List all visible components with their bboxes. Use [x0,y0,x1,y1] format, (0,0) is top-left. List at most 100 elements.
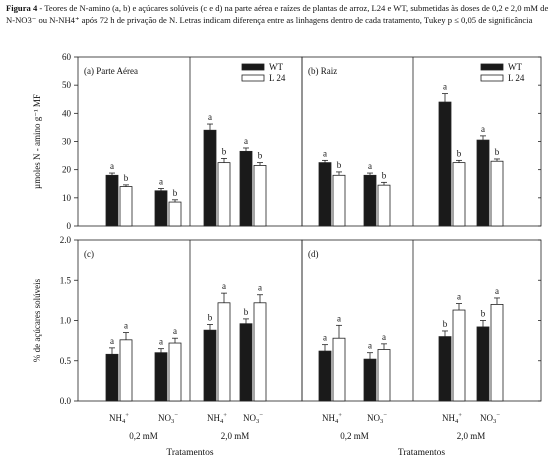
bar-c-wt-2 [203,329,217,402]
significance-letter: a [481,124,485,134]
y-tick-label: 40 [62,108,72,118]
bar-a-wt-1 [154,190,168,227]
bar-b-wt-3 [476,139,490,227]
bar-b-l24-2 [452,162,466,227]
significance-letter: a [173,326,177,336]
legend-swatch-wt [480,63,504,71]
y-tick-label: 2.0 [60,235,72,245]
x-axis-title: Tratamentos [398,448,445,458]
significance-letter: a [323,148,327,158]
panel-title-b: (b) Raiz [308,66,337,76]
significance-letter: a [337,313,341,323]
significance-letter: a [222,281,226,291]
legend-swatch-wt [241,63,265,71]
legend-swatch-l24 [480,74,504,82]
bar-d-l24-3 [490,303,504,402]
significance-letter: a [258,283,262,293]
significance-letter: a [110,336,114,346]
significance-letter: b [337,160,342,170]
panel-title-d: (d) [308,249,319,259]
x-tick-label: NH4+ [442,412,462,425]
figure-caption: Figura 4 - Teores de N-amino (a, b) e aç… [6,3,554,26]
legend-label-wt: WT [508,62,522,72]
significance-letter: b [457,148,462,158]
x-tick-label: NH4+ [322,412,342,425]
y-axis-label: µmoles N - amino g⁻¹ MF [32,94,42,189]
significance-letter: a [323,333,327,343]
legend-label-wt: WT [269,62,283,72]
dose-label: 0,2 mM [340,431,369,441]
significance-letter: b [124,173,129,183]
significance-letter: b [382,170,387,180]
significance-letter: a [495,286,499,296]
bar-b-l24-3 [490,160,504,227]
bar-d-wt-2 [438,336,452,402]
y-tick-label: 50 [62,80,72,90]
bar-c-l24-1 [168,342,182,402]
bar-a-wt-3 [239,150,253,227]
dose-label: 2,0 mM [221,431,250,441]
bar-c-wt-3 [239,323,253,402]
significance-letter: a [382,332,386,342]
bar-b-wt-1 [363,174,377,227]
dose-label: 0,2 mM [129,431,158,441]
y-tick-label: 1.5 [60,275,72,285]
bar-b-wt-2 [438,101,452,227]
x-tick-label: NO3− [480,412,500,425]
x-tick-label: NO3− [243,412,263,425]
x-tick-label: NH4+ [207,412,227,425]
bar-c-l24-2 [217,302,231,402]
dose-label: 2,0 mM [457,431,486,441]
bar-b-wt-0 [318,162,332,227]
bar-b-l24-0 [332,174,346,227]
bar-d-l24-0 [332,337,346,402]
bar-a-l24-2 [217,162,231,227]
bar-a-wt-2 [203,129,217,227]
bar-c-wt-1 [154,352,168,402]
significance-letter: b [258,151,263,161]
bar-a-l24-3 [253,165,267,227]
y-tick-label: 0 [67,221,72,231]
bar-d-l24-2 [452,309,466,402]
significance-letter: b [481,309,486,319]
significance-letter: b [173,188,178,198]
figure-caption-text: - Teores de N-amino (a, b) e açúcares so… [6,3,549,25]
significance-letter: a [368,341,372,351]
legend-label-l24: L 24 [508,73,525,83]
figure-label: Figura 4 [6,3,38,13]
significance-letter: a [124,321,128,331]
y-tick-label: 0.5 [60,356,72,366]
y-axis-label: % de açúcares solúveis [32,278,42,362]
y-tick-label: 30 [62,137,72,147]
bar-a-wt-0 [105,174,119,227]
bar-c-l24-0 [119,339,133,402]
significance-letter: a [208,112,212,122]
significance-letter: a [244,136,248,146]
bar-c-l24-3 [253,302,267,402]
y-tick-label: 60 [62,52,72,62]
significance-letter: b [443,319,448,329]
significance-letter: a [368,161,372,171]
significance-letter: a [457,292,461,302]
significance-letter: b [495,147,500,157]
x-tick-label: NH4+ [109,412,129,425]
significance-letter: a [159,337,163,347]
significance-letter: b [222,146,227,156]
bar-b-l24-1 [377,184,391,227]
bar-d-wt-0 [318,350,332,402]
significance-letter: a [443,82,447,92]
panel-title-a: (a) Parte Aérea [84,66,138,76]
y-tick-label: 1.0 [60,316,72,326]
significance-letter: b [244,307,249,317]
bar-a-l24-1 [168,201,182,227]
x-tick-label: NO3− [367,412,387,425]
legend-label-l24: L 24 [269,73,286,83]
panel-title-c: (c) [84,249,94,259]
significance-letter: b [208,313,213,323]
significance-letter: a [159,177,163,187]
significance-letter: a [110,161,114,171]
bar-d-wt-3 [476,326,490,402]
bar-d-wt-1 [363,358,377,402]
y-tick-label: 10 [62,193,72,203]
